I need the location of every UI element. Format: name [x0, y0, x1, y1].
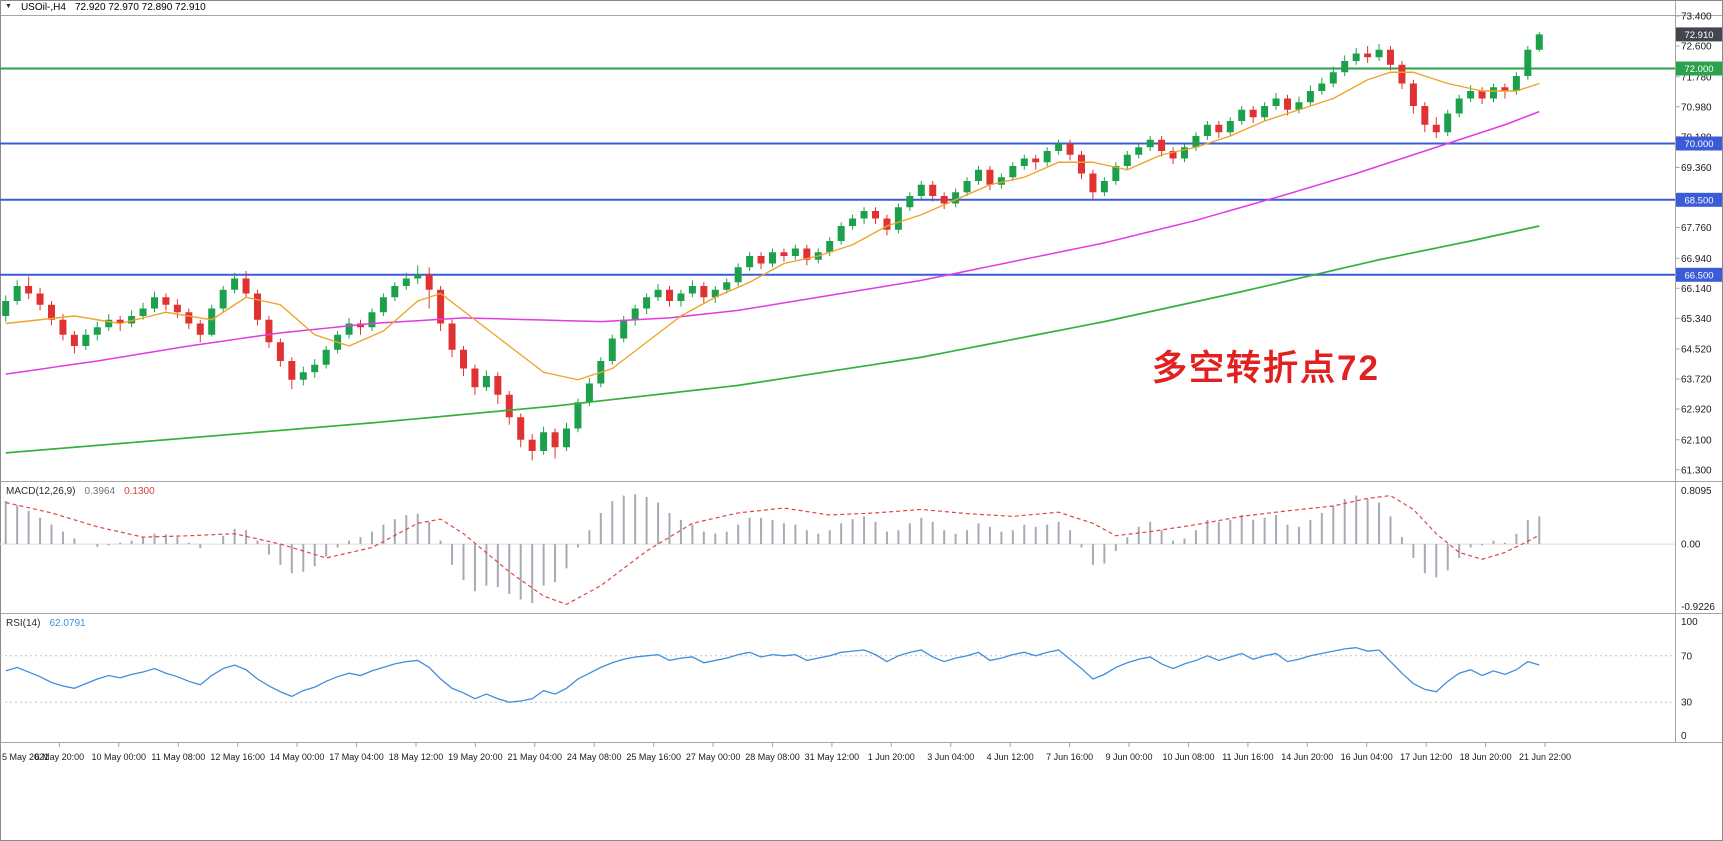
rsi-line	[5, 647, 1540, 703]
svg-text:100: 100	[1681, 617, 1698, 628]
svg-text:24 May 08:00: 24 May 08:00	[567, 752, 622, 762]
rsi-panel-area[interactable]	[0, 614, 1675, 742]
macd-signal-line	[5, 494, 1540, 606]
svg-text:61.300: 61.300	[1681, 465, 1712, 476]
rsi-axis-labels: 100 70 30 0	[1681, 617, 1698, 742]
ma-mid-line	[5, 110, 1540, 375]
ma-fast-line	[5, 71, 1540, 381]
symbol-marker-icon: ▼	[5, 3, 12, 10]
macd-axis-labels: 0.8095 0.00 -0.9226	[1681, 486, 1715, 613]
candlestick-series	[2, 32, 1543, 461]
svg-text:12 May 16:00: 12 May 16:00	[210, 752, 265, 762]
svg-text:27 May 00:00: 27 May 00:00	[686, 752, 741, 762]
price-level-badge: 72.000	[1676, 61, 1722, 76]
main-chart-area[interactable]	[0, 16, 1675, 481]
time-axis-area[interactable]	[0, 743, 1723, 773]
svg-text:6 May 20:00: 6 May 20:00	[35, 752, 85, 762]
svg-text:72.600: 72.600	[1681, 42, 1712, 53]
svg-text:66.940: 66.940	[1681, 254, 1712, 265]
svg-text:73.400: 73.400	[1681, 12, 1712, 23]
ma-slow-line	[5, 225, 1540, 454]
price-level-badge: 66.500	[1676, 267, 1722, 282]
svg-text:11 Jun 16:00: 11 Jun 16:00	[1222, 752, 1273, 762]
svg-text:62.920: 62.920	[1681, 405, 1712, 416]
chart-annotation-text: 多空转折点72	[1152, 349, 1380, 388]
svg-text:0.8095: 0.8095	[1681, 486, 1712, 497]
macd-signal-value: 0.1300	[124, 486, 155, 497]
svg-text:10 Jun 08:00: 10 Jun 08:00	[1162, 752, 1214, 762]
svg-text:30: 30	[1681, 698, 1693, 709]
price-axis-area[interactable]	[1675, 0, 1723, 742]
svg-text:63.720: 63.720	[1681, 375, 1712, 386]
macd-histogram	[0, 494, 1675, 603]
svg-text:0.00: 0.00	[1681, 540, 1701, 551]
svg-text:64.520: 64.520	[1681, 345, 1712, 356]
svg-text:25 May 16:00: 25 May 16:00	[626, 752, 681, 762]
svg-text:11 May 08:00: 11 May 08:00	[151, 752, 205, 762]
macd-label: MACD(12,26,9) 0.3964 0.1300	[6, 486, 155, 497]
svg-text:65.340: 65.340	[1681, 314, 1712, 325]
svg-text:3 Jun 04:00: 3 Jun 04:00	[927, 752, 974, 762]
svg-text:62.100: 62.100	[1681, 435, 1712, 446]
rsi-value: 62.0791	[49, 618, 86, 629]
svg-text:21 Jun 22:00: 21 Jun 22:00	[1519, 752, 1571, 762]
svg-text:66.500: 66.500	[1684, 270, 1713, 281]
svg-text:67.760: 67.760	[1681, 223, 1712, 234]
svg-text:28 May 08:00: 28 May 08:00	[745, 752, 800, 762]
svg-text:18 Jun 20:00: 18 Jun 20:00	[1460, 752, 1512, 762]
svg-text:0: 0	[1681, 731, 1687, 742]
svg-text:10 May 00:00: 10 May 00:00	[92, 752, 147, 762]
macd-indicator-name: MACD(12,26,9)	[6, 486, 76, 497]
rsi-indicator-name: RSI(14)	[6, 618, 41, 629]
svg-text:9 Jun 00:00: 9 Jun 00:00	[1105, 752, 1152, 762]
price-axis-labels: 73.40072.60071.78070.98070.18069.36067.7…	[1675, 12, 1712, 476]
svg-text:68.500: 68.500	[1684, 195, 1713, 206]
svg-text:69.360: 69.360	[1681, 163, 1712, 174]
svg-text:72.910: 72.910	[1684, 30, 1713, 41]
current-price-badge: 72.910	[1676, 27, 1722, 42]
svg-text:-0.9226: -0.9226	[1681, 602, 1715, 613]
svg-text:21 May 04:00: 21 May 04:00	[508, 752, 563, 762]
svg-text:71.780: 71.780	[1681, 72, 1712, 83]
macd-panel-area[interactable]	[0, 482, 1675, 613]
svg-text:31 May 12:00: 31 May 12:00	[805, 752, 860, 762]
svg-text:70.980: 70.980	[1681, 102, 1712, 113]
svg-text:70: 70	[1681, 651, 1693, 662]
svg-text:17 Jun 12:00: 17 Jun 12:00	[1400, 752, 1452, 762]
svg-text:70.000: 70.000	[1684, 139, 1713, 150]
svg-text:16 Jun 04:00: 16 Jun 04:00	[1341, 752, 1393, 762]
svg-text:4 Jun 12:00: 4 Jun 12:00	[987, 752, 1034, 762]
svg-text:7 Jun 16:00: 7 Jun 16:00	[1046, 752, 1093, 762]
svg-text:14 May 00:00: 14 May 00:00	[270, 752, 325, 762]
price-level-badge: 68.500	[1676, 192, 1722, 207]
svg-text:19 May 20:00: 19 May 20:00	[448, 752, 503, 762]
svg-text:18 May 12:00: 18 May 12:00	[389, 752, 444, 762]
chart-header: ▼ USOil-,H4 72.920 72.970 72.890 72.910	[5, 2, 206, 13]
rsi-levels	[0, 655, 1675, 703]
svg-text:14 Jun 20:00: 14 Jun 20:00	[1281, 752, 1333, 762]
ohlc-readout: 72.920 72.970 72.890 72.910	[74, 2, 206, 13]
svg-text:66.140: 66.140	[1681, 284, 1712, 295]
rsi-label: RSI(14) 62.0791	[6, 618, 86, 629]
svg-text:1 Jun 20:00: 1 Jun 20:00	[868, 752, 915, 762]
price-level-badge: 70.000	[1676, 136, 1722, 151]
macd-main-value: 0.3964	[84, 486, 116, 497]
svg-text:17 May 04:00: 17 May 04:00	[329, 752, 384, 762]
svg-text:5 May 2021: 5 May 2021	[2, 752, 49, 762]
symbol-title: USOil-,H4	[20, 2, 66, 13]
svg-text:72.000: 72.000	[1684, 64, 1713, 75]
